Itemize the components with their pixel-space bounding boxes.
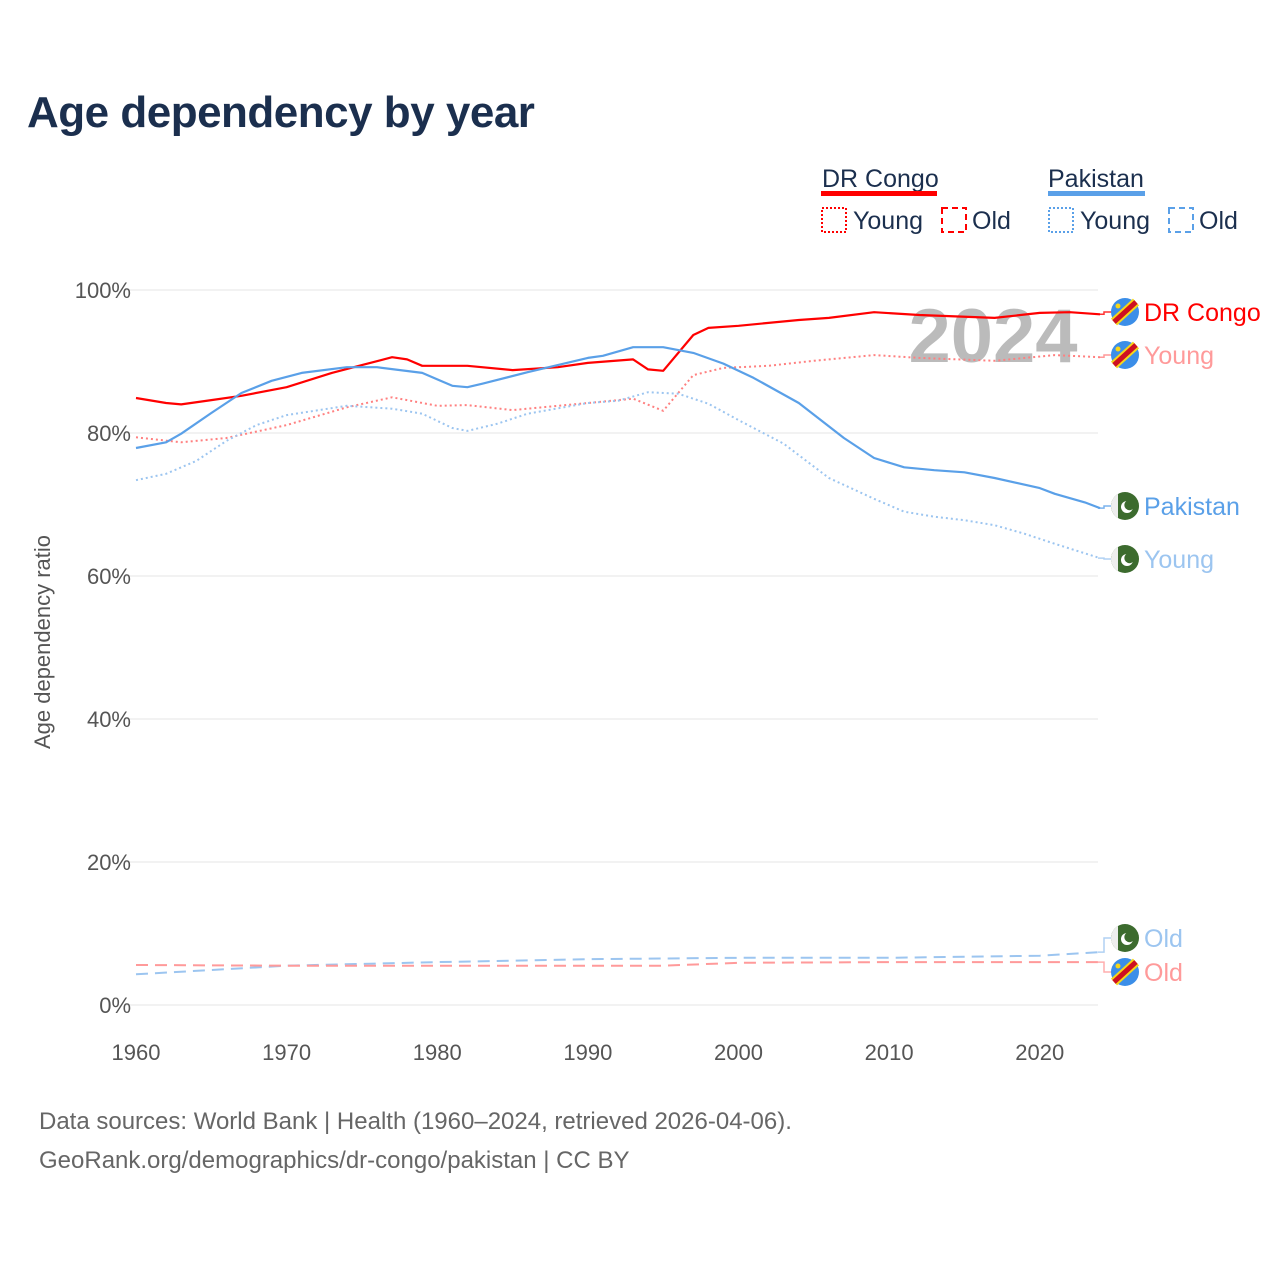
series-line-pakistan[interactable]	[135, 346, 1101, 510]
y-tick-label: 20%	[87, 850, 131, 875]
series-lines	[135, 311, 1101, 976]
legend-underline	[821, 191, 937, 196]
x-tick-label: 1960	[112, 1040, 161, 1065]
y-tick-label: 80%	[87, 421, 131, 446]
x-tick-label: 2010	[865, 1040, 914, 1065]
legend-country-dr-congo: DR Congo	[822, 165, 939, 193]
end-label: DR Congo	[1144, 299, 1261, 327]
legend-swatch-dotted	[1048, 207, 1074, 233]
y-tick-label: 100%	[75, 278, 131, 303]
end-label: Young	[1144, 546, 1214, 574]
y-axis-label: Age dependency ratio	[30, 535, 55, 749]
legend-country-pakistan: Pakistan	[1048, 165, 1144, 193]
label-connector	[1098, 311, 1112, 316]
end-label: Old	[1144, 925, 1183, 953]
y-axis: 0% 20% 40% 60% 80% 100%	[75, 278, 131, 1018]
x-tick-label: 1970	[262, 1040, 311, 1065]
x-axis: 1960 1970 1980 1990 2000 2010 2020	[112, 1040, 1065, 1065]
x-tick-label: 1980	[413, 1040, 462, 1065]
legend-item-old: Old	[1199, 207, 1238, 235]
y-tick-label: 40%	[87, 707, 131, 732]
dr-congo-flag-icon	[1110, 958, 1140, 986]
y-tick-label: 60%	[87, 564, 131, 589]
series-line-dr-congo-young[interactable]	[135, 354, 1101, 444]
pakistan-flag-icon	[1111, 492, 1139, 520]
x-tick-label: 2000	[714, 1040, 763, 1065]
label-connector	[1098, 505, 1112, 509]
dr-congo-flag-icon	[1110, 298, 1140, 326]
chart-title: Age dependency by year	[27, 88, 535, 137]
label-connector	[1098, 961, 1112, 973]
label-connector	[1098, 354, 1112, 358]
dr-congo-flag-icon	[1110, 341, 1140, 369]
legend-swatch-dashed	[941, 207, 967, 233]
legend-swatch-dotted	[821, 207, 847, 233]
y-tick-label: 0%	[99, 993, 131, 1018]
x-tick-label: 2020	[1015, 1040, 1064, 1065]
legend-swatch-dashed	[1168, 207, 1194, 233]
footer-sources: Data sources: World Bank | Health (1960–…	[39, 1108, 792, 1135]
series-line-dr-congo-old[interactable]	[135, 961, 1100, 967]
x-tick-label: 1990	[563, 1040, 612, 1065]
end-labels: DR Congo Young Pakistan Young Old Old	[1098, 298, 1261, 987]
label-connector	[1098, 557, 1112, 560]
end-label: Old	[1144, 959, 1183, 987]
legend: DR Congo Young Old Pakistan Young Old	[821, 165, 1238, 235]
legend-underline	[1048, 191, 1145, 196]
gridlines	[125, 289, 1098, 1006]
legend-item-young: Young	[853, 207, 923, 235]
pakistan-flag-icon	[1111, 545, 1139, 573]
end-label: Young	[1144, 342, 1214, 370]
year-watermark: 2024	[908, 294, 1077, 379]
chart: DR Congo Young Old Pakistan Young Old 0%…	[30, 165, 1261, 1065]
end-label: Pakistan	[1144, 493, 1240, 521]
series-line-pakistan-young[interactable]	[135, 391, 1101, 560]
pakistan-flag-icon	[1111, 924, 1139, 952]
series-line-pakistan-old[interactable]	[135, 951, 1101, 976]
label-connector	[1098, 937, 1112, 953]
legend-item-young: Young	[1080, 207, 1150, 235]
legend-group-pakistan[interactable]: Pakistan Young Old	[1048, 165, 1238, 235]
legend-group-dr-congo[interactable]: DR Congo Young Old	[821, 165, 1011, 235]
legend-item-old: Old	[972, 207, 1011, 235]
series-line-dr-congo[interactable]	[135, 311, 1101, 406]
footer-attribution[interactable]: GeoRank.org/demographics/dr-congo/pakist…	[39, 1147, 630, 1174]
